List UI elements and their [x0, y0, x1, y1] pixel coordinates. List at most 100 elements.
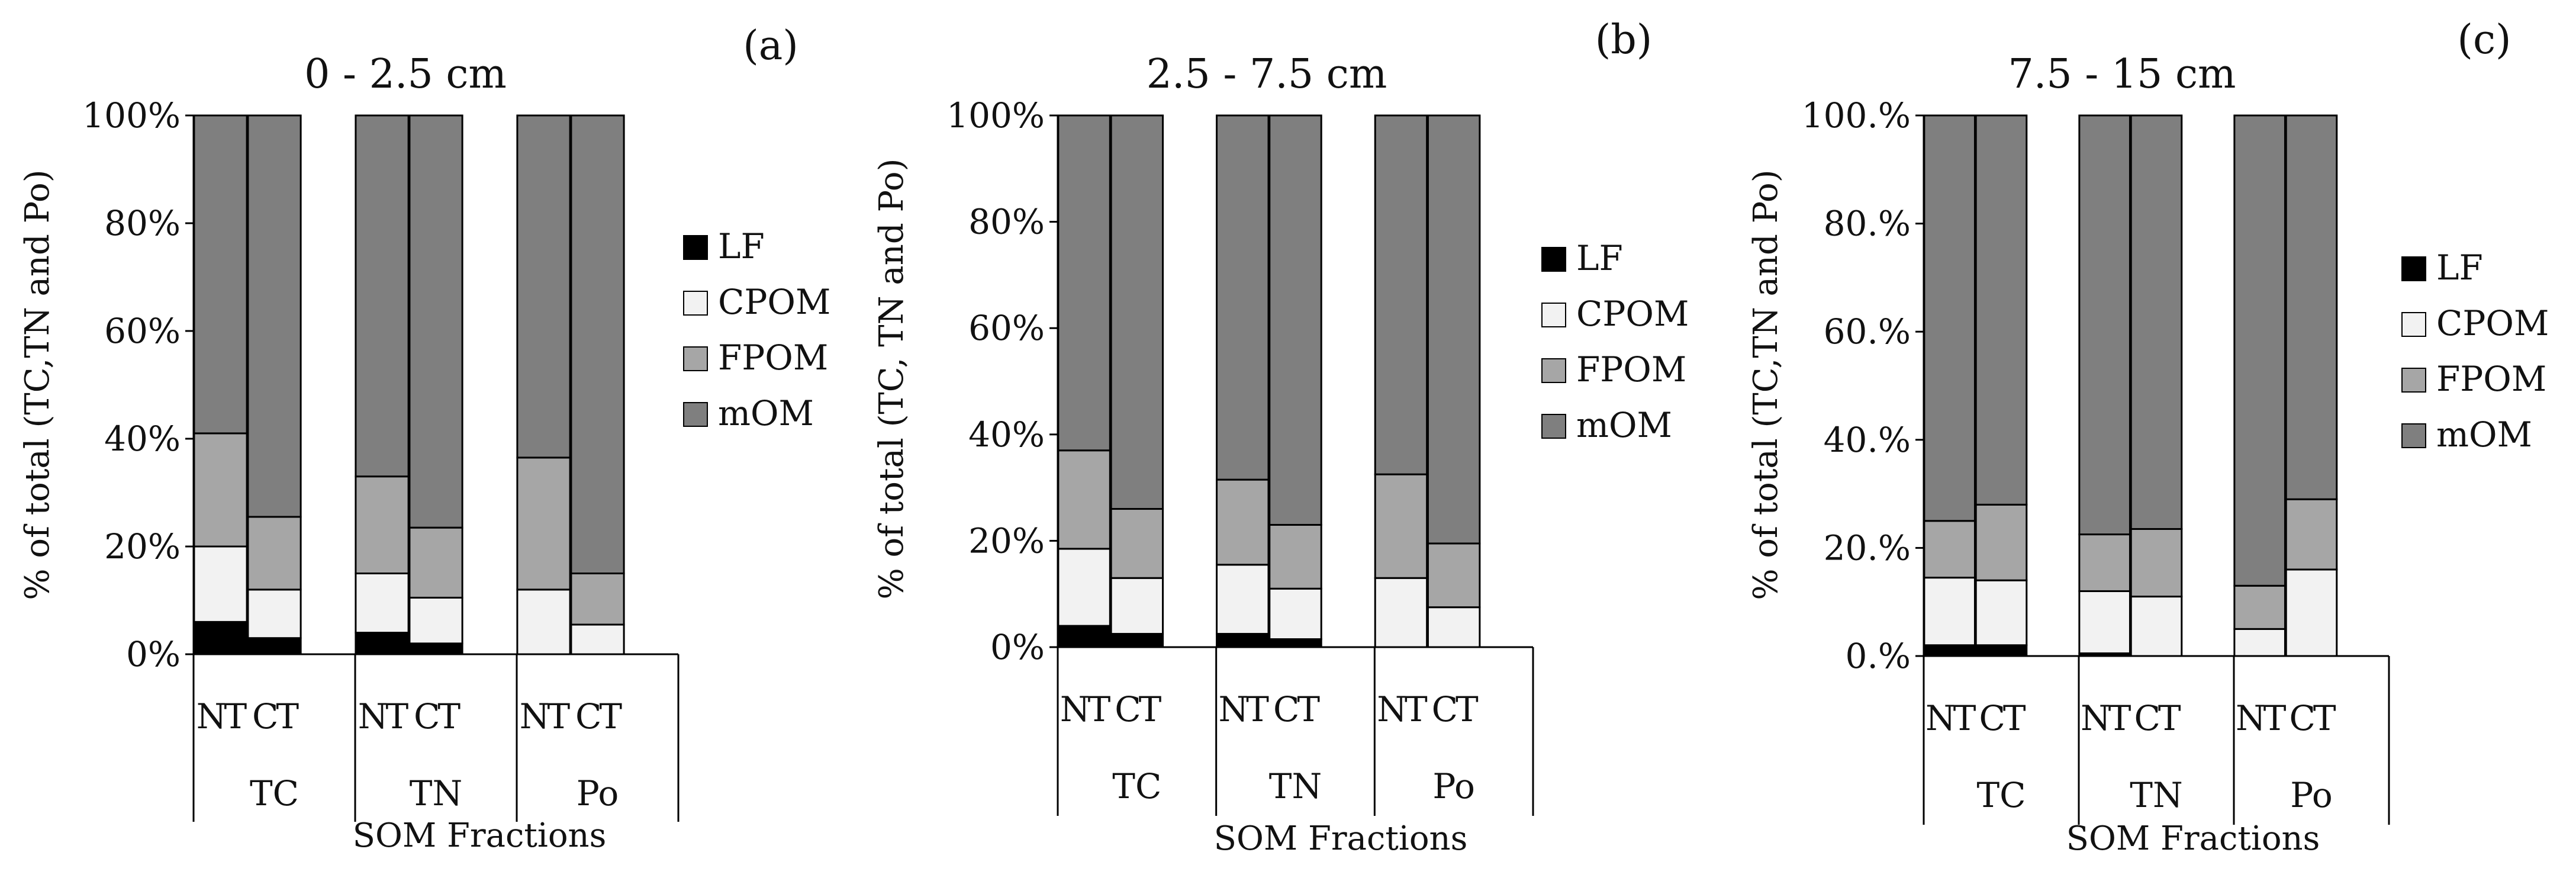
sub-category-label: NT [2081, 698, 2131, 738]
x-axis-title: SOM Fractions [2066, 819, 2320, 858]
panel-label: (c) [2457, 17, 2511, 63]
legend-swatch-lf [683, 235, 708, 260]
sub-category-label: NT [520, 696, 571, 737]
sub-category-label: CT [2134, 698, 2181, 738]
bar-po-nt-cpom [516, 589, 571, 655]
legend-label-cpom: CPOM [2436, 303, 2549, 343]
legend-label-cpom: CPOM [1576, 294, 1689, 334]
y-tick-label: 60% [104, 311, 181, 351]
bar-po-ct-cpom [2285, 568, 2338, 657]
sub-category-label: NT [1060, 689, 1111, 729]
sub-category-label: NT [1377, 689, 1428, 729]
bar-po-nt-cpom [1374, 577, 1428, 648]
panel-label: (b) [1595, 17, 1653, 63]
sub-category-label: CT [252, 696, 299, 737]
group-label-po: Po [1432, 766, 1475, 806]
sub-category-label: CT [414, 696, 461, 737]
legend-swatch-fpom [2401, 368, 2426, 393]
bar-tn-ct-lf [408, 642, 463, 655]
bar-tc-ct-cpom [1110, 577, 1164, 635]
bar-tc-ct-mom [1110, 114, 1164, 510]
y-tick-label: 0% [990, 627, 1045, 667]
bar-tc-ct-cpom [247, 589, 302, 639]
sub-category-label: NT [1219, 689, 1270, 729]
bar-tn-ct-cpom [408, 596, 463, 645]
group-label-po: Po [577, 773, 619, 814]
bar-tc-nt-mom [1923, 114, 1976, 522]
chart-title: 7.5 - 15 cm [2008, 51, 2236, 98]
legend-swatch-mom [2401, 423, 2426, 448]
bar-tc-nt-fpom [1057, 449, 1111, 550]
bar-tc-nt-cpom [1923, 577, 1976, 647]
bar-po-ct-fpom [1427, 542, 1481, 609]
y-tick-label: 100% [82, 95, 181, 136]
sub-category-label: CT [1273, 689, 1320, 729]
bar-tn-nt-mom [1216, 114, 1270, 481]
bar-po-nt-cpom [2233, 628, 2286, 657]
group-label-tc: TC [1112, 766, 1161, 806]
y-tick-label: 80% [104, 203, 181, 243]
bar-po-ct-cpom [570, 623, 625, 655]
bar-tn-nt-mom [2078, 114, 2131, 536]
legend-swatch-mom [1541, 414, 1566, 439]
group-label-tc: TC [1976, 775, 2026, 815]
legend-label-fpom: FPOM [2436, 359, 2546, 399]
bar-tc-ct-mom [1975, 114, 2028, 506]
sub-category-label: CT [575, 696, 622, 737]
group-label-tn: TN [2130, 775, 2182, 815]
sub-category-label: CT [1115, 689, 1161, 729]
bar-po-nt-mom [2233, 114, 2286, 587]
bar-tn-ct-lf [1268, 638, 1322, 648]
bar-tn-nt-mom [355, 114, 410, 478]
bar-po-ct-mom [2285, 114, 2338, 500]
bar-po-ct-mom [1427, 114, 1481, 545]
bar-tc-nt-mom [193, 114, 248, 435]
sub-category-label: CT [1979, 698, 2026, 738]
bar-po-nt-fpom [1374, 473, 1428, 579]
legend-label-mom: mOM [2436, 414, 2532, 455]
bar-tc-ct-lf [1110, 633, 1164, 648]
y-tick-label: 20% [968, 520, 1045, 561]
group-label-po: Po [2290, 775, 2333, 815]
bar-tc-ct-lf [247, 637, 302, 655]
bar-po-ct-fpom [2285, 498, 2338, 571]
bar-po-ct-fpom [570, 573, 625, 626]
bar-tn-ct-fpom [408, 526, 463, 599]
group-label-tn: TN [1269, 766, 1322, 806]
legend-swatch-cpom [2401, 312, 2426, 337]
chart-title: 2.5 - 7.5 cm [1147, 51, 1387, 98]
group-label-tn: TN [410, 773, 462, 814]
bar-tc-nt-lf [193, 620, 248, 655]
bar-tn-ct-mom [2130, 114, 2183, 530]
chart-title: 0 - 2.5 cm [304, 51, 507, 98]
bar-tn-ct-cpom [2130, 596, 2183, 657]
bar-tc-ct-lf [1975, 644, 2028, 657]
bar-tn-ct-fpom [2130, 528, 2183, 598]
bar-tc-ct-fpom [247, 516, 302, 591]
legend-swatch-lf [1541, 247, 1566, 272]
y-tick-label: 60.% [1824, 311, 1911, 352]
legend-label-lf: LF [718, 226, 765, 266]
y-tick-label: 100.% [1802, 95, 1911, 136]
group-label-tc: TC [250, 773, 299, 814]
bar-tc-nt-lf [1923, 644, 1976, 657]
bar-tn-ct-mom [408, 114, 463, 529]
y-tick-label: 60% [968, 308, 1045, 348]
bar-tc-ct-fpom [1975, 503, 2028, 581]
bar-tn-ct-fpom [1268, 523, 1322, 590]
bar-po-nt-mom [516, 114, 571, 459]
sub-category-label: CT [1432, 689, 1479, 729]
legend-swatch-fpom [1541, 358, 1566, 383]
legend-label-lf: LF [1576, 238, 1623, 278]
sub-category-label: NT [358, 696, 409, 737]
bar-tc-nt-lf [1057, 625, 1111, 648]
bar-tn-nt-fpom [355, 475, 410, 575]
y-axis-title: % of total (TC,TN and Po) [1747, 169, 1785, 600]
bar-po-ct-mom [570, 114, 625, 574]
bar-po-nt-fpom [516, 456, 571, 591]
bar-tc-ct-mom [247, 114, 302, 518]
bar-po-nt-fpom [2233, 584, 2286, 630]
